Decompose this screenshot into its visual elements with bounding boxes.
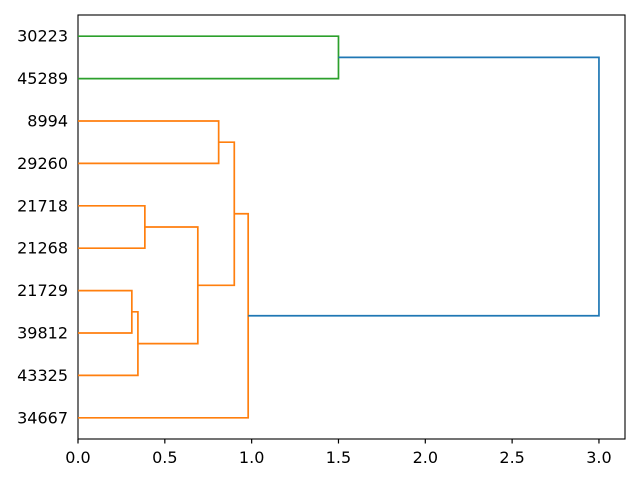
- plot-frame: [77, 14, 626, 440]
- leaf-label: 21729: [17, 281, 68, 300]
- leaf-label: 39812: [17, 324, 68, 343]
- x-tick-label: 1.0: [239, 448, 264, 467]
- x-tick-label: 0.5: [152, 448, 177, 467]
- dendrogram-link-m7: [78, 212, 250, 419]
- dendrogram-link-m1: [78, 289, 133, 334]
- leaf-label: 8994: [27, 112, 68, 131]
- dendrogram-link-m9: [248, 56, 600, 317]
- dendrogram-link-m3: [78, 204, 146, 250]
- leaf-label: 21718: [17, 196, 68, 215]
- x-tick-label: 1.5: [326, 448, 351, 467]
- leaf-label: 30223: [17, 27, 68, 46]
- x-tick-label: 2.5: [499, 448, 524, 467]
- leaf-label: 29260: [17, 154, 68, 173]
- leaf-label: 45289: [17, 69, 68, 88]
- x-tick-label: 2.0: [413, 448, 438, 467]
- dendrogram-link-m4: [137, 226, 199, 345]
- dendrogram-link-m2: [78, 310, 139, 377]
- x-tick-label: 3.0: [586, 448, 611, 467]
- dendrogram-link-m8: [78, 35, 340, 80]
- leaf-label: 21268: [17, 239, 68, 258]
- leaf-label: 43325: [17, 366, 68, 385]
- x-tick-label: 0.0: [65, 448, 90, 467]
- dendrogram-link-m5: [78, 120, 220, 165]
- leaf-label: 34667: [17, 408, 68, 427]
